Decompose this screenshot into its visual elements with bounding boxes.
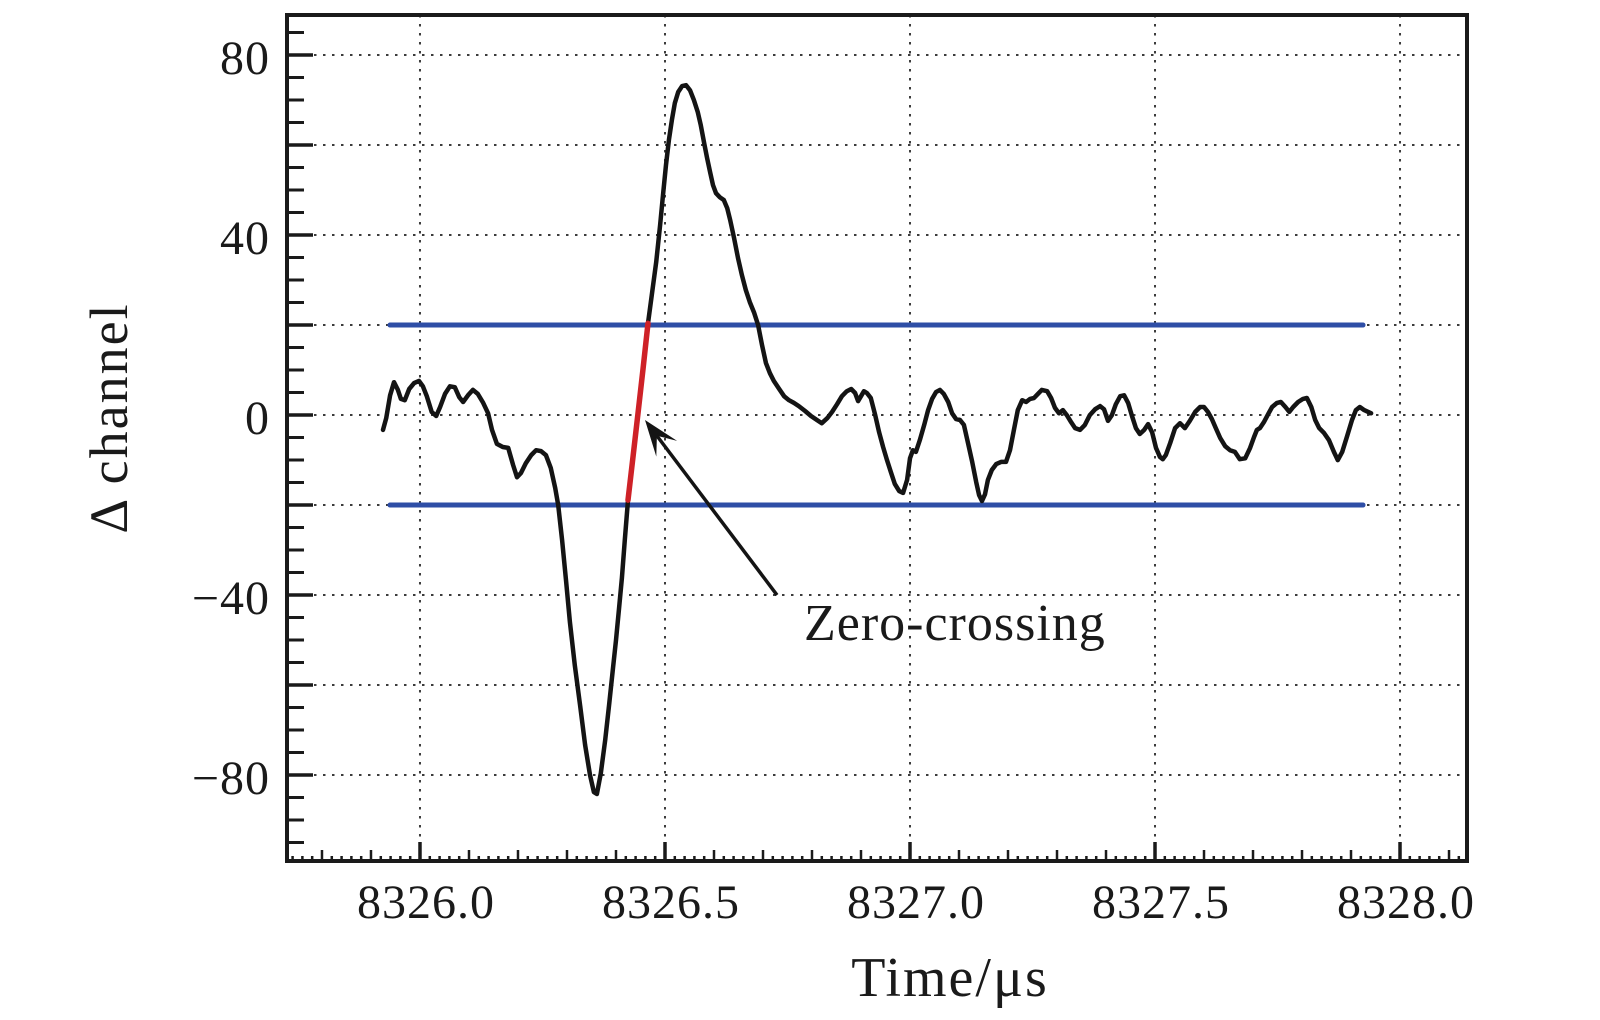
x-tick-labels: 8326.0 8326.5 8327.0 8327.5 8328.0 xyxy=(357,876,1475,929)
y-tick-label: 80 xyxy=(220,32,270,85)
y-axis-ticks xyxy=(287,31,313,845)
x-tick-label: 8326.0 xyxy=(357,876,495,929)
x-tick-label: 8326.5 xyxy=(602,876,740,929)
arrow-shaft xyxy=(654,433,779,597)
y-tick-labels: −80 −40 0 40 80 xyxy=(192,32,270,805)
x-axis-label: Time/μs xyxy=(851,947,1049,1009)
signal-trace xyxy=(380,82,1374,797)
y-tick-label: −80 xyxy=(192,752,270,805)
y-tick-label: −40 xyxy=(192,572,270,625)
annotation-arrow xyxy=(645,420,779,597)
annotation-label: Zero-crossing xyxy=(804,595,1106,652)
x-axis-ticks xyxy=(291,842,1461,861)
threshold-lines xyxy=(387,322,1366,508)
gridlines xyxy=(287,15,1467,861)
x-tick-label: 8328.0 xyxy=(1337,876,1475,929)
plot-frame xyxy=(285,13,1469,863)
x-tick-label: 8327.5 xyxy=(1092,876,1230,929)
zero-crossing-segment-trace xyxy=(625,320,651,503)
y-axis-label: Δ channel xyxy=(79,302,139,533)
y-tick-label: 40 xyxy=(220,212,270,265)
arrow-head xyxy=(645,420,678,457)
signal-series xyxy=(380,82,1374,797)
x-tick-label: 8327.0 xyxy=(847,876,985,929)
y-tick-label: 0 xyxy=(245,392,270,445)
